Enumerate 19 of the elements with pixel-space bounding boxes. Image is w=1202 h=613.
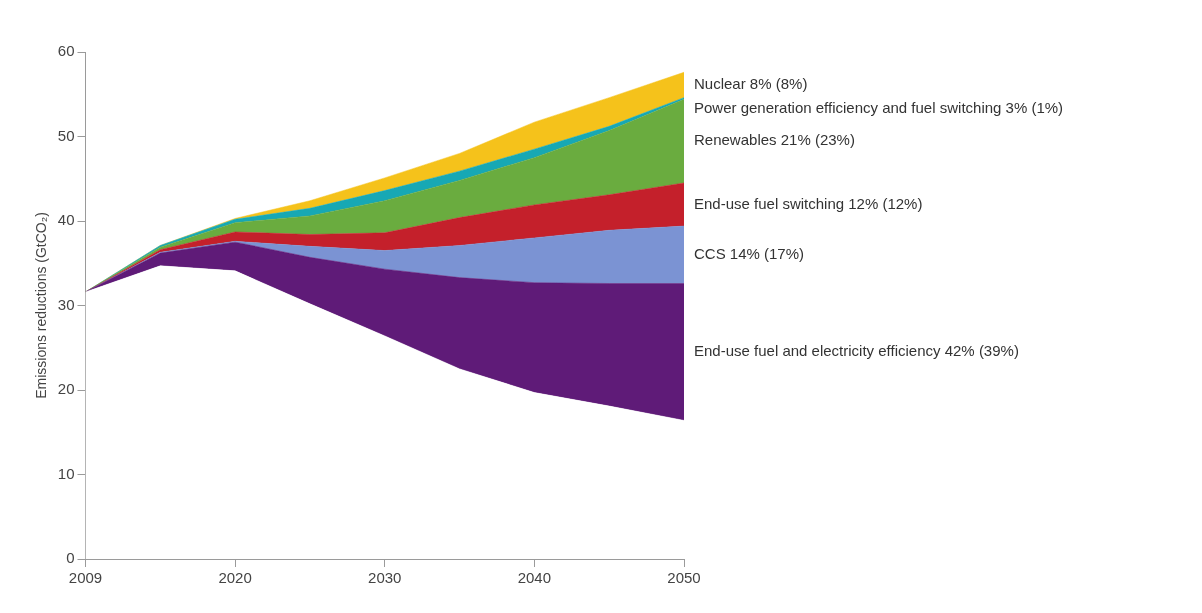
x-tick-label: 2030 (368, 569, 402, 587)
series-label: Nuclear 8% (8%) (694, 75, 808, 93)
series-label: End-use fuel and electricity efficiency 42% (39%) (694, 342, 1019, 360)
series-label: Power generation efficiency and fuel switching 3% (1%) (694, 99, 1064, 117)
series-label: Renewables 21% (23%) (694, 131, 855, 149)
x-tick-label: 2009 (68, 569, 103, 587)
y-tick-label: 40 (57, 211, 75, 229)
y-tick-label: 50 (57, 126, 75, 144)
y-tick-label: 10 (57, 464, 75, 482)
y-tick-label: 30 (57, 295, 75, 313)
series-label: End-use fuel switching 12% (12%) (694, 194, 923, 212)
y-tick-label: 20 (57, 380, 75, 398)
x-tick-label: 2040 (517, 569, 552, 587)
y-tick-label: 0 (66, 549, 75, 567)
series-label: CCS 14% (17%) (694, 244, 805, 262)
x-tick-label: 2020 (218, 569, 252, 587)
x-tick-label: 2050 (667, 569, 701, 587)
y-tick-label: 60 (57, 42, 75, 60)
y-axis-title: Emissions reductions (GtCO₂) (33, 212, 50, 399)
